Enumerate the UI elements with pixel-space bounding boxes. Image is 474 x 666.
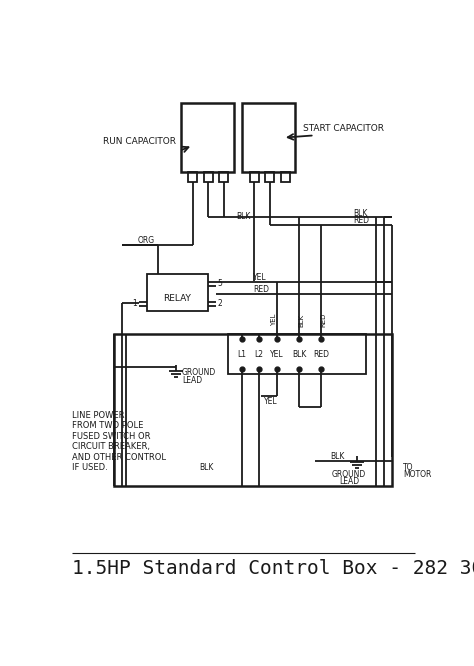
Text: L1: L1 xyxy=(237,350,246,358)
Text: YEL: YEL xyxy=(270,350,283,358)
Text: 1: 1 xyxy=(132,299,137,308)
Text: BLK: BLK xyxy=(330,452,344,461)
Bar xyxy=(219,172,228,182)
Bar xyxy=(281,172,290,182)
Bar xyxy=(114,334,392,486)
Bar xyxy=(146,274,208,311)
Text: BLK: BLK xyxy=(299,314,304,327)
Text: START CAPACITOR: START CAPACITOR xyxy=(303,124,384,133)
Text: RELAY: RELAY xyxy=(164,294,191,303)
Text: RED: RED xyxy=(313,350,329,358)
Text: MOTOR: MOTOR xyxy=(403,470,431,480)
Text: LINE POWER
FROM TWO POLE
FUSED SWITCH OR
CIRCUIT BREAKER,
AND OTHER CONTROL
IF U: LINE POWER FROM TWO POLE FUSED SWITCH OR… xyxy=(72,411,166,472)
Bar xyxy=(250,172,259,182)
Text: GROUND: GROUND xyxy=(182,368,216,377)
Text: ORG: ORG xyxy=(137,236,155,245)
Text: RUN CAPACITOR: RUN CAPACITOR xyxy=(103,137,176,146)
Text: 5: 5 xyxy=(218,278,222,288)
Text: 1.5HP Standard Control Box - 282 300 8610: 1.5HP Standard Control Box - 282 300 861… xyxy=(72,559,474,578)
Text: BLK: BLK xyxy=(353,208,367,218)
Bar xyxy=(188,172,198,182)
Text: RED: RED xyxy=(353,216,369,225)
Text: YEL: YEL xyxy=(272,314,277,326)
Text: LEAD: LEAD xyxy=(182,376,202,385)
Text: GROUND: GROUND xyxy=(332,470,366,479)
Bar xyxy=(265,172,274,182)
Bar xyxy=(228,334,366,374)
Text: RED: RED xyxy=(253,285,269,294)
Text: BLK: BLK xyxy=(236,212,250,222)
Text: YEL: YEL xyxy=(253,273,266,282)
Text: YEL: YEL xyxy=(264,398,277,406)
Text: L2: L2 xyxy=(255,350,264,358)
Bar xyxy=(242,103,294,172)
Bar xyxy=(182,103,234,172)
Text: BLK: BLK xyxy=(292,350,306,358)
Text: 2: 2 xyxy=(218,299,222,308)
Text: BLK: BLK xyxy=(200,463,214,472)
Text: TO: TO xyxy=(403,463,414,472)
Text: LEAD: LEAD xyxy=(339,478,359,486)
Text: RED: RED xyxy=(321,313,327,328)
Bar xyxy=(204,172,213,182)
